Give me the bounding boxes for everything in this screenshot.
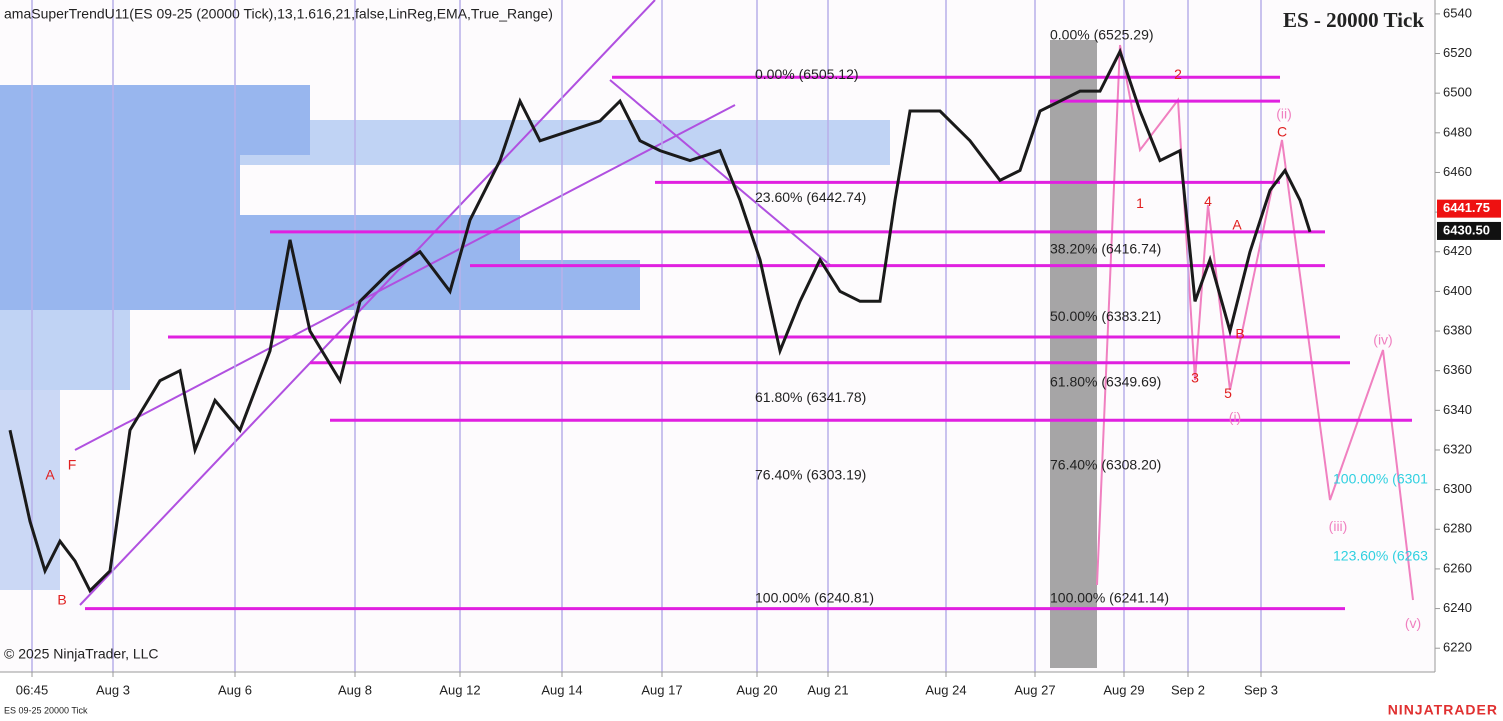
y-tick-label: 6240 — [1443, 600, 1472, 615]
fib-label: 61.80% (6341.78) — [755, 389, 866, 405]
fib-label: 0.00% (6505.12) — [755, 66, 859, 82]
x-tick-label: Aug 12 — [439, 682, 480, 697]
y-tick-label: 6360 — [1443, 362, 1472, 377]
y-tick-label: 6400 — [1443, 283, 1472, 298]
y-tick-label: 6460 — [1443, 164, 1472, 179]
profile-block — [0, 120, 890, 165]
profile-block — [0, 155, 240, 215]
y-tick-label: 6320 — [1443, 441, 1472, 456]
wave-label: A — [1232, 217, 1242, 233]
y-tick-label: 6500 — [1443, 85, 1472, 100]
layers: 0.00% (6505.12) 23.60% (6442.74) 61.80% (6… — [8, 0, 1428, 672]
x-tick-label: Aug 27 — [1014, 682, 1055, 697]
fib-label: 76.40% (6308.20) — [1050, 457, 1161, 473]
fib-label: 61.80% (6349.69) — [1050, 373, 1161, 389]
fib-label: 23.60% (6442.74) — [755, 189, 866, 205]
x-tick-label: Sep 3 — [1244, 682, 1278, 697]
channel-line — [79, 0, 656, 606]
wave-label: (ii) — [1276, 106, 1292, 122]
profile-block — [0, 390, 60, 590]
wave-label: A — [45, 466, 55, 482]
wave-label: 4 — [1204, 193, 1212, 209]
indicator-label: amaSuperTrendU11(ES 09-25 (20000 Tick),1… — [4, 6, 553, 22]
profile-block — [0, 215, 520, 260]
y-tick-label: 6540 — [1443, 5, 1472, 20]
fib-label: 100.00% (6241.14) — [1050, 589, 1169, 605]
x-tick-label: Aug 21 — [807, 682, 848, 697]
price-badge-label: 6441.75 — [1443, 200, 1490, 215]
price-line — [8, 47, 1312, 594]
wave-label: C — [1277, 124, 1287, 140]
wave-label: (iv) — [1373, 332, 1392, 348]
price-badge-label: 6430.50 — [1443, 222, 1490, 237]
x-tick-label: Aug 8 — [338, 682, 372, 697]
x-tick-label: Aug 14 — [541, 682, 582, 697]
y-tick-label: 6480 — [1443, 124, 1472, 139]
channel-line — [609, 79, 831, 266]
instrument-label: ES 09-25 20000 Tick — [4, 705, 88, 715]
y-tick-label: 6420 — [1443, 243, 1472, 258]
y-tick-label: 6340 — [1443, 402, 1472, 417]
wave-label: (v) — [1405, 615, 1421, 631]
x-tick-label: 06:45 — [16, 682, 49, 697]
fib-label: 38.20% (6416.74) — [1050, 240, 1161, 256]
wave-label: (i) — [1229, 409, 1241, 425]
y-tick-label: 6380 — [1443, 322, 1472, 337]
volume-profile — [0, 85, 890, 590]
y-tick-label: 6280 — [1443, 521, 1472, 536]
fib-label: 123.60% (6263 — [1333, 548, 1428, 564]
profile-block — [0, 260, 640, 310]
profile-block — [0, 310, 130, 390]
brand-logo: NINJATRADER — [1388, 702, 1498, 718]
wave-line — [1096, 44, 1414, 601]
x-tick-label: Aug 29 — [1103, 682, 1144, 697]
wave-label: 5 — [1224, 385, 1232, 401]
wave-label: 3 — [1191, 369, 1199, 385]
x-tick-label: Aug 24 — [925, 682, 966, 697]
x-tick-label: Aug 17 — [641, 682, 682, 697]
chart-title: ES - 20000 Tick — [1283, 8, 1424, 32]
x-tick-label: Aug 6 — [218, 682, 252, 697]
x-tick-label: Sep 2 — [1171, 682, 1205, 697]
wave-label: F — [68, 457, 77, 473]
profile-block — [0, 85, 310, 155]
y-tick-label: 6520 — [1443, 45, 1472, 60]
fib-label: 0.00% (6525.29) — [1050, 26, 1154, 42]
x-tick-label: Aug 3 — [96, 682, 130, 697]
y-tick-label: 6260 — [1443, 560, 1472, 575]
fib-label: 76.40% (6303.19) — [755, 466, 866, 482]
wave-label: 2 — [1174, 66, 1182, 82]
wave-label: B — [57, 591, 66, 607]
fib-label: 100.00% (6301 — [1333, 470, 1428, 486]
wave-label: B — [1235, 326, 1244, 342]
fib-label: 50.00% (6383.21) — [1050, 308, 1161, 324]
price-badge — [1437, 221, 1501, 240]
wave-label: (iii) — [1329, 518, 1348, 534]
y-tick-label: 6220 — [1443, 640, 1472, 655]
fib-zone — [1050, 40, 1097, 668]
price-badge — [1437, 199, 1501, 218]
wave-label: 1 — [1136, 195, 1144, 211]
y-tick-label: 6300 — [1443, 481, 1472, 496]
copyright: © 2025 NinjaTrader, LLC — [4, 646, 159, 662]
x-tick-label: Aug 20 — [736, 682, 777, 697]
fib-label: 100.00% (6240.81) — [755, 589, 874, 605]
